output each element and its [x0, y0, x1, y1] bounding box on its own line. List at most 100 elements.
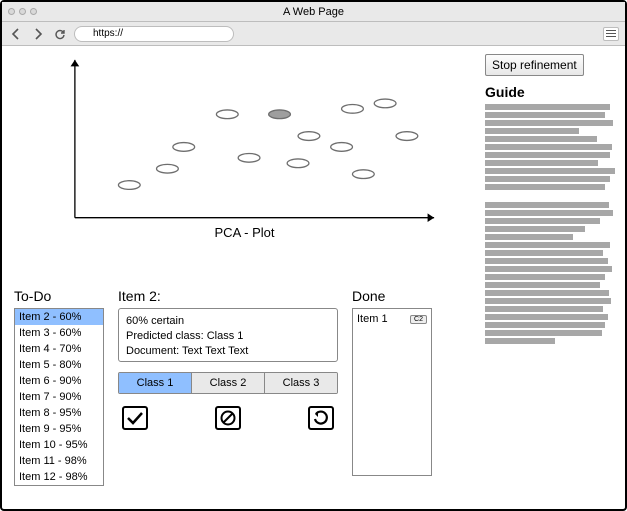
guide-bar [485, 168, 615, 174]
pca-plot [64, 54, 445, 229]
todo-title: To-Do [14, 288, 104, 304]
url-wrap [74, 25, 597, 42]
pca-point[interactable] [374, 99, 396, 108]
back-button[interactable] [8, 26, 24, 42]
pca-point[interactable] [287, 159, 309, 168]
done-list: Item 1 C2 [352, 308, 432, 476]
todo-panel: To-Do Item 2 - 60%Item 3 - 60%Item 4 - 7… [14, 288, 104, 486]
guide-bar [485, 184, 605, 190]
todo-item[interactable]: Item 2 - 60% [15, 309, 103, 325]
todo-item[interactable]: Item 10 - 95% [15, 437, 103, 453]
pca-point[interactable] [238, 153, 260, 162]
window-dot [19, 8, 26, 15]
guide-bar [485, 338, 555, 344]
pca-point[interactable] [331, 143, 353, 152]
pca-point[interactable] [298, 132, 320, 141]
forward-button[interactable] [30, 26, 46, 42]
cancel-icon [219, 409, 237, 427]
todo-item[interactable]: Item 4 - 70% [15, 341, 103, 357]
guide-bar [485, 282, 600, 288]
pca-point[interactable] [342, 104, 364, 113]
class-button[interactable]: Class 1 [119, 373, 192, 393]
menu-button[interactable] [603, 27, 619, 41]
guide-bar [485, 210, 613, 216]
class-button[interactable]: Class 2 [192, 373, 265, 393]
todo-list[interactable]: Item 2 - 60%Item 3 - 60%Item 4 - 70%Item… [14, 308, 104, 486]
done-title: Done [352, 288, 432, 304]
window-traffic-lights [8, 8, 37, 15]
window-titlebar: A Web Page [2, 2, 625, 22]
guide-bar [485, 322, 605, 328]
pca-point[interactable] [173, 143, 195, 152]
browser-toolbar [2, 22, 625, 46]
guide-bar [485, 136, 597, 142]
pca-point[interactable] [157, 164, 179, 173]
lower-panels: To-Do Item 2 - 60%Item 3 - 60%Item 4 - 7… [14, 288, 475, 486]
reload-icon [54, 28, 66, 40]
guide-bar [485, 104, 610, 110]
undo-icon [312, 409, 330, 427]
window-dot [8, 8, 15, 15]
main-column: PCA - Plot To-Do Item 2 - 60%Item 3 - 60… [2, 46, 485, 509]
guide-bar [485, 218, 600, 224]
pca-point[interactable] [396, 132, 418, 141]
detail-line-predicted: Predicted class: Class 1 [126, 329, 330, 344]
arrow-left-icon [10, 28, 22, 40]
reject-button[interactable] [215, 406, 241, 430]
guide-bar [485, 202, 609, 208]
detail-line-document: Document: Text Text Text [126, 344, 330, 359]
guide-bar [485, 250, 603, 256]
guide-bar [485, 226, 585, 232]
stop-refinement-button[interactable]: Stop refinement [485, 54, 584, 76]
done-panel: Done Item 1 C2 [352, 288, 432, 486]
pca-point[interactable] [269, 110, 291, 119]
done-item[interactable]: Item 1 C2 [357, 313, 427, 325]
guide-bar [485, 242, 610, 248]
browser-window: A Web Page PCA - Plot [0, 0, 627, 511]
right-column: Stop refinement Guide [485, 46, 625, 509]
detail-panel: Item 2: 60% certain Predicted class: Cla… [118, 288, 338, 486]
detail-line-certainty: 60% certain [126, 314, 330, 329]
todo-item[interactable]: Item 5 - 80% [15, 357, 103, 373]
check-icon [126, 410, 144, 426]
done-item-badge: C2 [410, 315, 427, 324]
guide-bar [485, 258, 608, 264]
guide-bar [485, 298, 611, 304]
guide-bar [485, 266, 612, 272]
reload-button[interactable] [52, 26, 68, 42]
guide-bar [485, 160, 598, 166]
page-content: PCA - Plot To-Do Item 2 - 60%Item 3 - 60… [2, 46, 625, 509]
todo-item[interactable]: Item 8 - 95% [15, 405, 103, 421]
todo-item[interactable]: Item 3 - 60% [15, 325, 103, 341]
todo-item[interactable]: Item 12 - 98% [15, 469, 103, 485]
guide-bar [485, 112, 605, 118]
pca-point[interactable] [216, 110, 238, 119]
undo-button[interactable] [308, 406, 334, 430]
detail-box: 60% certain Predicted class: Class 1 Doc… [118, 308, 338, 362]
guide-bar [485, 152, 610, 158]
guide-bar [485, 290, 609, 296]
guide-bar [485, 330, 602, 336]
todo-item[interactable]: Item 7 - 90% [15, 389, 103, 405]
todo-item[interactable]: Item 11 - 98% [15, 453, 103, 469]
guide-bar [485, 144, 612, 150]
todo-item[interactable]: Item 9 - 95% [15, 421, 103, 437]
guide-title: Guide [485, 84, 615, 100]
pca-point[interactable] [118, 181, 140, 190]
guide-bar [485, 274, 605, 280]
confirm-button[interactable] [122, 406, 148, 430]
guide-bar [485, 234, 573, 240]
window-dot [30, 8, 37, 15]
class-button[interactable]: Class 3 [265, 373, 337, 393]
pca-point[interactable] [352, 170, 374, 179]
todo-item[interactable]: Item 6 - 90% [15, 373, 103, 389]
guide-bar [485, 176, 610, 182]
guide-bar [485, 314, 608, 320]
url-input[interactable] [74, 26, 234, 42]
class-selector: Class 1Class 2Class 3 [118, 372, 338, 394]
guide-bars [485, 104, 615, 344]
arrow-right-icon [32, 28, 44, 40]
action-row [118, 406, 338, 430]
done-item-label: Item 1 [357, 313, 388, 325]
guide-bar [485, 306, 603, 312]
